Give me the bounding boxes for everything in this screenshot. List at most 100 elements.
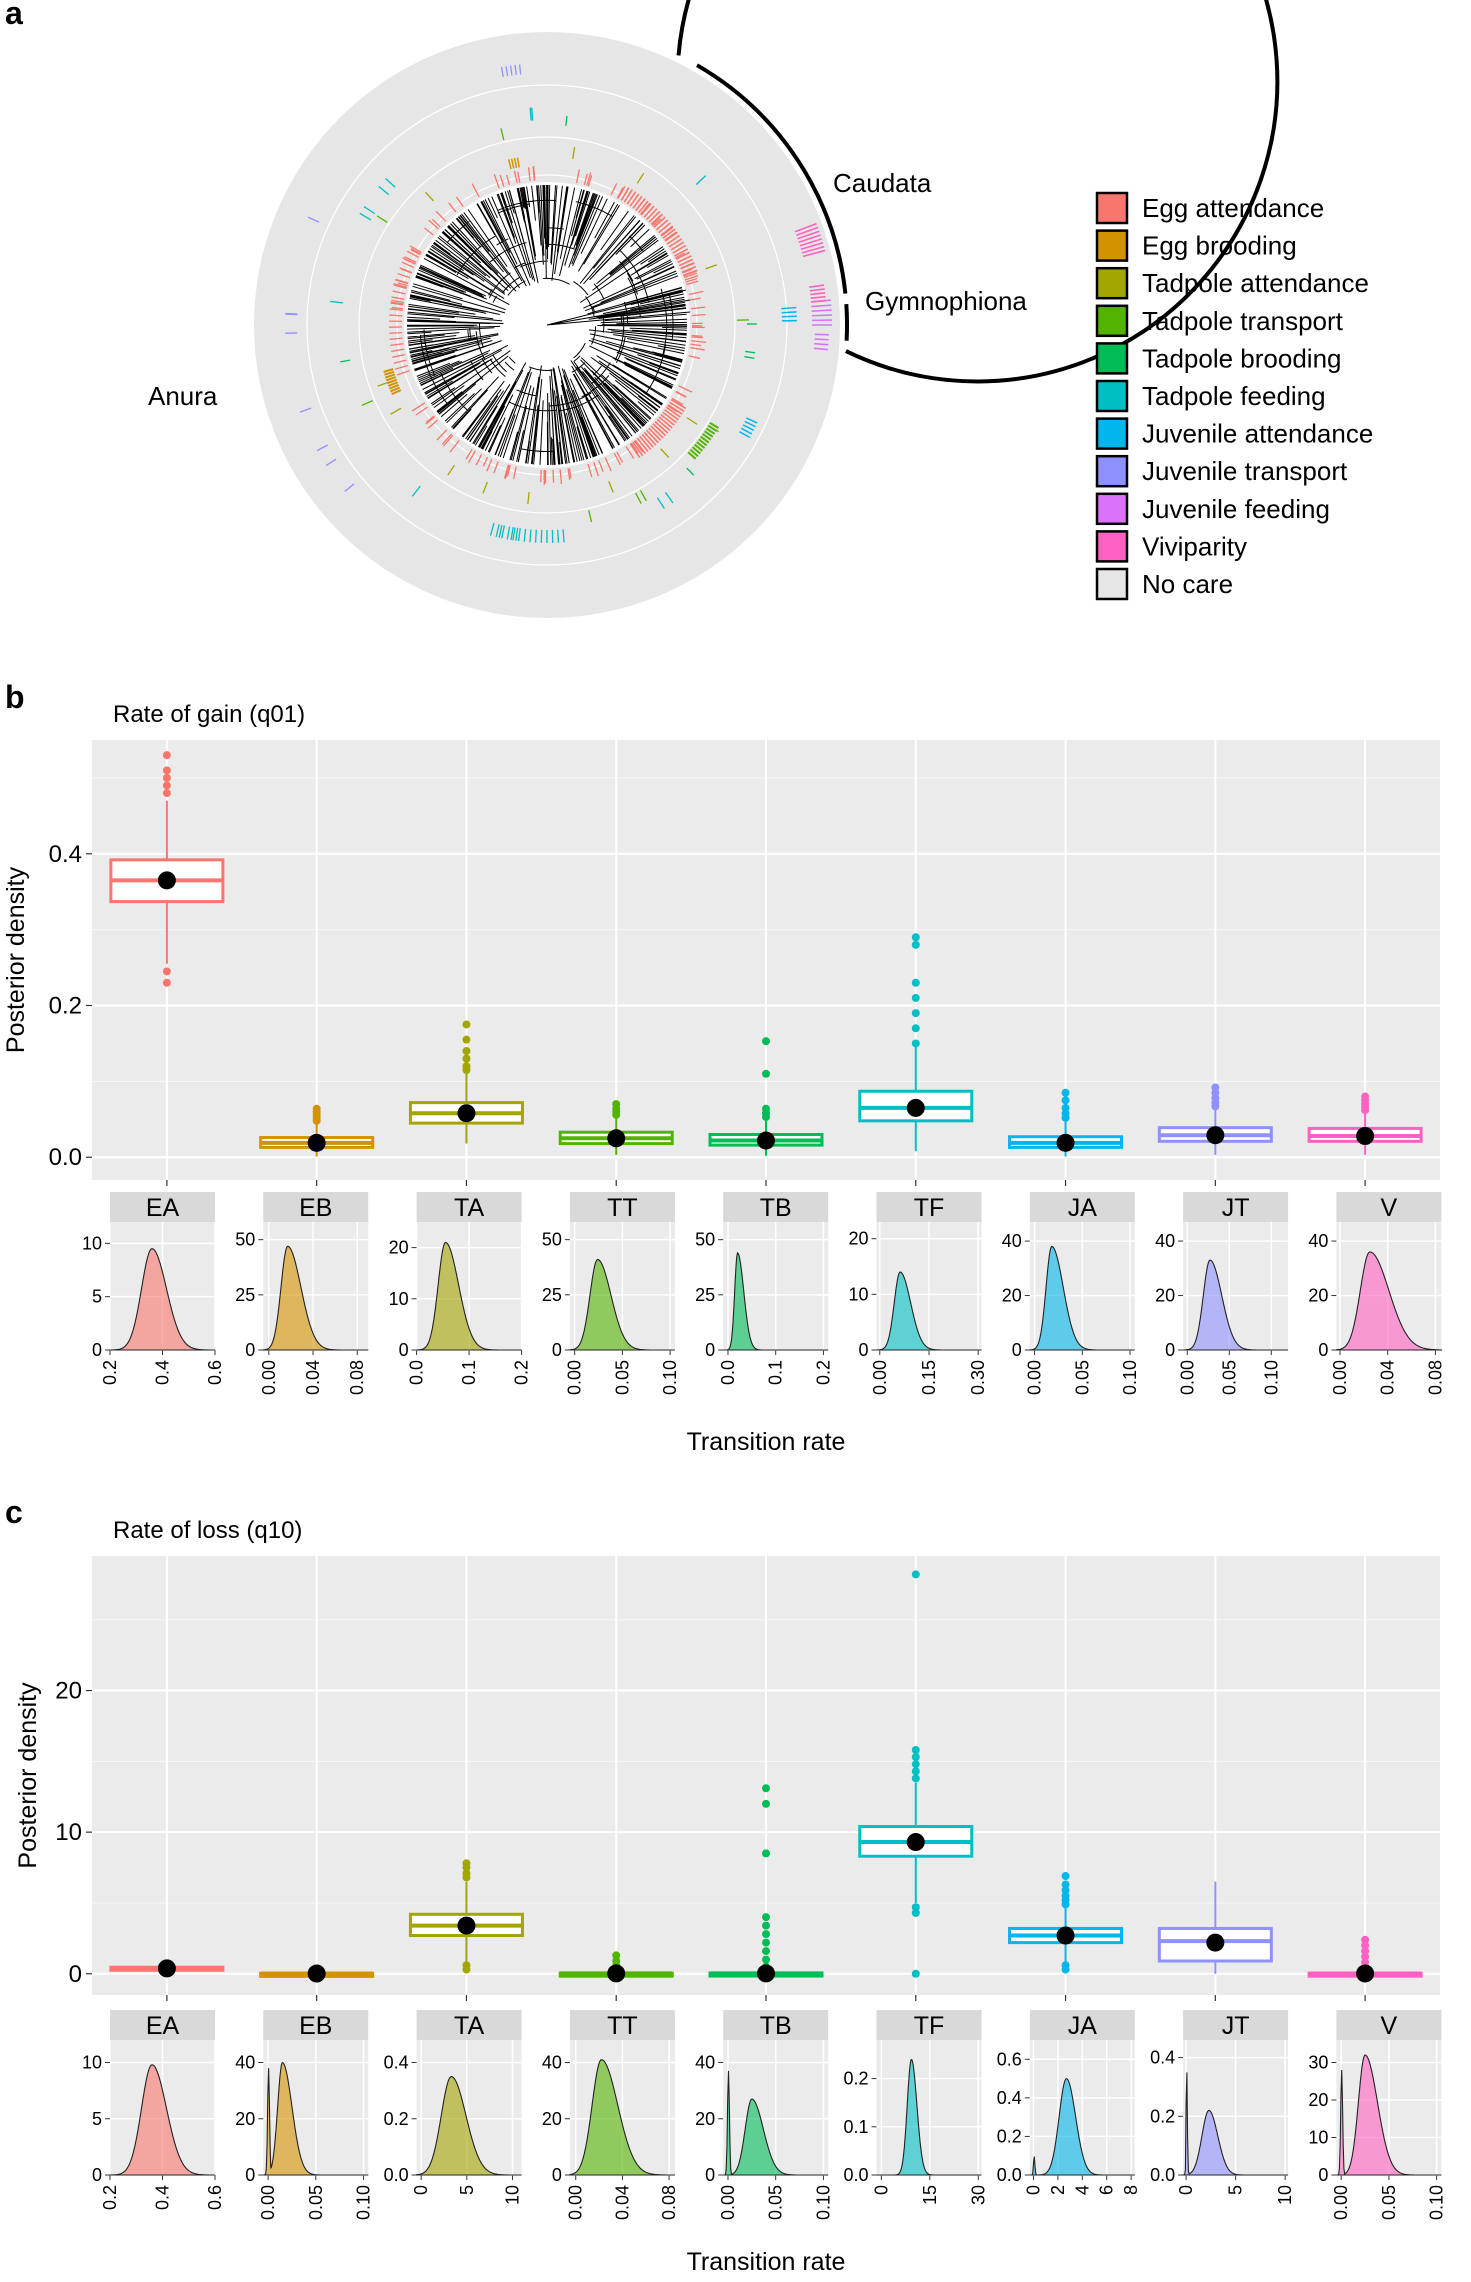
facet-y-tick-label-TF: 0.0 [843, 2165, 868, 2185]
box-outlier-TA [462, 1062, 470, 1070]
facet-x-tick-label-TT: 0.05 [612, 1360, 632, 1395]
box-outlier-EA [163, 789, 171, 797]
tick-egg-attendance [692, 335, 703, 336]
facet-x-tick-label-JA: 8 [1121, 2185, 1141, 2195]
box-mean-point-V [1356, 1964, 1374, 1982]
panel-title: Rate of gain (q01) [113, 701, 305, 728]
facet-y-tick-label-EA: 0 [92, 1340, 102, 1360]
facet-y-tick-label-EB: 40 [235, 2053, 255, 2073]
tick-juvenile-feeding [814, 344, 828, 345]
facet-x-tick-label-JA: 0.00 [1025, 1360, 1045, 1395]
facet-y-tick-label-TA: 0.4 [384, 2053, 409, 2073]
facet-strip-label-TT: TT [607, 2012, 638, 2040]
facet-x-tick-label-EB: 0.04 [303, 1360, 323, 1395]
legend-label-7: Juvenile transport [1142, 456, 1348, 486]
facet-y-tick-label-TB: 50 [695, 1230, 715, 1250]
facet-strip-label-EA: EA [146, 1194, 180, 1222]
facet-x-tick-label-EB: 0.00 [258, 2185, 278, 2220]
facet-strip-label-JT: JT [1222, 1194, 1250, 1222]
facet-y-tick-label-V: 20 [1308, 2090, 1328, 2110]
facet-x-tick-label-TA: 0.0 [407, 1360, 427, 1385]
facet-y-tick-label-JT: 40 [1155, 1231, 1175, 1251]
facet-x-tick-label-JT: 5 [1226, 2185, 1246, 2195]
facet-y-tick-label-EB: 25 [235, 1285, 255, 1305]
facet-x-tick-label-TB: 0.00 [718, 2185, 738, 2220]
box-outlier-TF [912, 1024, 920, 1032]
facet-x-tick-label-JA: 0.05 [1072, 1360, 1092, 1395]
facet-y-tick-label-JA: 0 [1012, 1340, 1022, 1360]
facet-y-tick-label-V: 0 [1318, 2165, 1328, 2185]
y-axis-label: Posterior density [14, 1682, 42, 1869]
legend-swatch-0 [1097, 193, 1127, 223]
facet-y-tick-label-TF: 0.2 [843, 2069, 868, 2089]
facet-y-tick-label-TA: 10 [389, 1289, 409, 1309]
box-outlier-JA [1062, 1881, 1070, 1889]
facet-strip-label-JA: JA [1068, 2012, 1098, 2040]
facet-x-tick-label-TB: 0.1 [766, 1360, 786, 1385]
box-outlier-TA [462, 1047, 470, 1055]
x-axis-label: Transition rate [687, 1428, 846, 1456]
box-outlier-TB [762, 1939, 770, 1947]
facet-x-tick-label-EA: 0.6 [205, 2185, 225, 2210]
facet-strip-label-TA: TA [454, 1194, 484, 1222]
facet-x-tick-label-TT: 0.04 [612, 2185, 632, 2220]
facet-y-tick-label-V: 20 [1308, 1286, 1328, 1306]
facet-x-tick-label-EA: 0.2 [100, 2185, 120, 2210]
facet-strip-label-EB: EB [299, 2012, 332, 2040]
facet-y-tick-label-JT: 0 [1165, 1340, 1175, 1360]
panel-label-b: b [5, 679, 25, 715]
box-mean-point-JT [1206, 1934, 1224, 1952]
facet-y-tick-label-V: 30 [1308, 2053, 1328, 2073]
facet-strip-label-TT: TT [607, 1194, 638, 1222]
facet-x-tick-label-EA: 0.2 [100, 1360, 120, 1385]
facet-x-tick-label-JT: 0 [1176, 2185, 1196, 2195]
box-outlier-EB [313, 1105, 321, 1113]
facet-x-tick-label-TT: 0.08 [659, 2185, 679, 2220]
box-outlier-TF [912, 994, 920, 1002]
facet-y-tick-label-TA: 20 [389, 1238, 409, 1258]
facet-x-tick-label-JA: 6 [1097, 2185, 1117, 2195]
facet-x-tick-label-TB: 0.05 [766, 2185, 786, 2220]
facet-x-tick-label-EB: 0.05 [306, 2185, 326, 2220]
box-outlier-TA [462, 1020, 470, 1028]
box-outlier-TT [612, 1951, 620, 1959]
box-outlier-JA [1062, 1096, 1070, 1104]
facet-x-tick-label-JT: 0.05 [1219, 1360, 1239, 1395]
box-outlier-TB [762, 1922, 770, 1930]
box-outlier-EA [163, 782, 171, 790]
legend-label-3: Tadpole transport [1142, 306, 1344, 336]
tick-juvenile-attendance [782, 316, 797, 317]
facet-y-tick-label-TF: 10 [848, 1284, 868, 1304]
box-outlier-EA [163, 766, 171, 774]
facet-x-tick-label-JT: 0.00 [1177, 1360, 1197, 1395]
facet-y-tick-label-JT: 0.0 [1150, 2165, 1175, 2185]
tick-egg-attendance [692, 337, 703, 338]
facet-y-tick-label-TT: 0 [552, 1340, 562, 1360]
facet-y-tick-label-EA: 10 [82, 2053, 102, 2073]
facet-y-tick-label-TT: 50 [542, 1230, 562, 1250]
facet-x-tick-label-TT: 0.00 [565, 1360, 585, 1395]
facet-y-tick-label-TF: 0.1 [843, 2117, 868, 2137]
facet-strip-label-EB: EB [299, 1194, 332, 1222]
facet-x-tick-label-EB: 0.10 [354, 2185, 374, 2220]
box-outlier-TF [912, 1753, 920, 1761]
facet-strip-label-TF: TF [914, 1194, 945, 1222]
facet-y-tick-label-JA: 20 [1002, 1286, 1022, 1306]
legend-swatch-6 [1097, 419, 1127, 449]
facet-y-tick-label-TF: 20 [848, 1229, 868, 1249]
y-tick-label: 0 [69, 1961, 82, 1988]
clade-label-gymnophiona: Gymnophiona [865, 286, 1027, 316]
facet-y-tick-label-TB: 40 [695, 2053, 715, 2073]
box-outlier-TF [912, 1903, 920, 1911]
box-outlier-TB [762, 1105, 770, 1113]
facet-x-tick-label-EA: 0.4 [153, 2185, 173, 2210]
facet-y-tick-label-EB: 20 [235, 2109, 255, 2129]
legend-swatch-8 [1097, 494, 1127, 524]
box-outlier-TB [762, 1800, 770, 1808]
facet-y-tick-label-TT: 0 [552, 2165, 562, 2185]
box-outlier-EA [163, 979, 171, 987]
facet-y-tick-label-JT: 20 [1155, 1286, 1175, 1306]
box-outlier-JT [1211, 1083, 1219, 1091]
